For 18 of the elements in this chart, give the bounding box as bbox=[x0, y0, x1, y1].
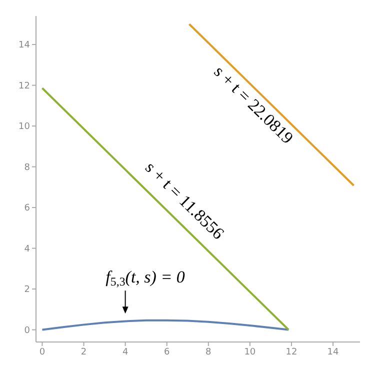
y-tick-label: 10 bbox=[18, 122, 30, 132]
x-tick-label: 10 bbox=[244, 347, 256, 358]
y-tick-label: 12 bbox=[18, 81, 30, 92]
x-tick-label: 12 bbox=[286, 347, 298, 358]
x-tick-label: 2 bbox=[80, 347, 87, 358]
x-tick-label: 14 bbox=[327, 347, 339, 358]
x-tick-label: 4 bbox=[122, 347, 128, 358]
y-tick-label: 0 bbox=[24, 326, 30, 336]
y-tick-label: 2 bbox=[24, 285, 30, 296]
y-tick-label: 14 bbox=[18, 40, 30, 51]
y-tick-label: 4 bbox=[24, 244, 30, 254]
x-tick-label: 6 bbox=[164, 347, 170, 358]
y-tick-label: 6 bbox=[24, 204, 30, 214]
x-tick-label: 0 bbox=[39, 347, 46, 358]
line-series bbox=[41, 319, 290, 331]
y-tick-label: 8 bbox=[24, 162, 30, 173]
x-tick-label: 8 bbox=[206, 347, 212, 358]
annotation: f$_{5,3}$(t, s) = 0 bbox=[106, 268, 186, 289]
